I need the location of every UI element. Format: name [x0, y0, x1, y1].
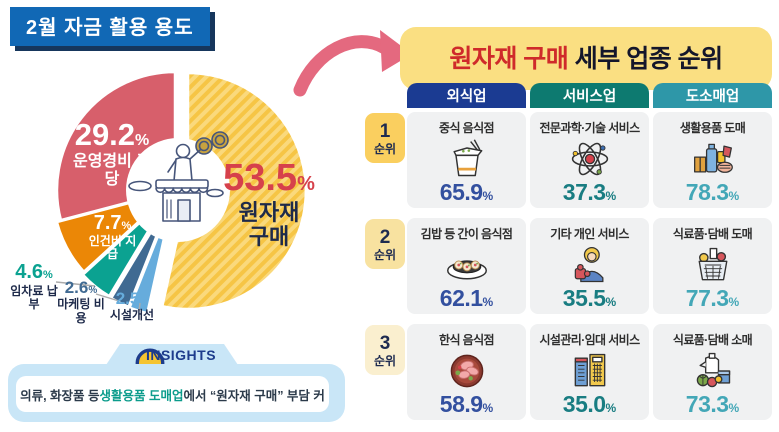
column-tab-wholesale-retail: 도소매업 — [653, 83, 772, 108]
leader-lines — [55, 281, 141, 312]
rank-badge-2: 2 순위 — [365, 219, 405, 269]
pie-label-labor: 7.7% 인건비 지급 — [88, 212, 137, 261]
rank-cell: 시설관리·임대 서비스 35.0% — [530, 324, 649, 420]
atom-icon — [568, 137, 612, 181]
pie-label-opex: 29.2% 운영경비 충당 — [72, 117, 152, 188]
grocery-retail-icon — [691, 349, 735, 393]
rank-cell: 김밥 등 간이 음식점 62.1% — [407, 218, 526, 314]
insights-tab-label: INSIGHTS — [145, 346, 217, 363]
insights-highlight: 생활용품 도매업 — [99, 388, 184, 403]
insights-text: 의류, 화장품 등 생활용품 도매업 에서 “원자재 구매” 부담 커 — [16, 376, 329, 412]
arrow-to-panel — [293, 30, 412, 97]
kimbap-plate-icon — [445, 243, 489, 287]
rank-cell: 전문과학·기술 서비스 37.3% — [530, 112, 649, 208]
rank-badge-3: 3 순위 — [365, 325, 405, 375]
column-tab-restaurants: 외식업 — [407, 83, 526, 108]
korean-food-bowl-icon — [445, 349, 489, 393]
rank-cell: 식료품·담배 소매 73.3% — [653, 324, 772, 420]
takeout-box-icon — [445, 137, 489, 181]
page-title: 2월 자금 활용 용도 — [10, 7, 210, 46]
column-tab-services: 서비스업 — [530, 83, 649, 108]
shopping-basket-icon — [691, 243, 735, 287]
fund-usage-pie-chart — [55, 70, 308, 315]
rank-cell: 한식 음식점 58.9% — [407, 324, 526, 420]
pie-slice-raw-materials — [161, 71, 308, 311]
pie-label-rent: 4.6% 임차료 납부 — [10, 261, 58, 312]
household-goods-icon — [691, 137, 735, 181]
person-puzzle-icon — [568, 243, 612, 287]
panel-title: 원자재 구매 세부 업종 순위 — [400, 27, 772, 90]
pie-center-hole — [126, 138, 230, 242]
shopkeeper-illustration — [128, 131, 229, 222]
rank-cell: 기타 개인 서비스 35.5% — [530, 218, 649, 314]
pie-label-marketing: 2.6% 마케팅 비용 — [57, 278, 105, 326]
buildings-icon — [568, 349, 612, 393]
lightbulb-icon — [128, 347, 141, 364]
rank-cell: 식료품·담배 도매 77.3% — [653, 218, 772, 314]
pie-label-raw-materials: 53.5% 원자재 구매 — [223, 157, 315, 249]
rank-badge-1: 1 순위 — [365, 113, 405, 163]
insights-tab: INSIGHTS — [106, 344, 238, 365]
rank-cell: 중식 음식점 65.9% — [407, 112, 526, 208]
panel-title-highlight: 원자재 구매 — [449, 45, 569, 73]
rank-cell: 생활용품 도매 78.3% — [653, 112, 772, 208]
pie-label-facility: 2.5% 시설개선 — [109, 289, 155, 323]
